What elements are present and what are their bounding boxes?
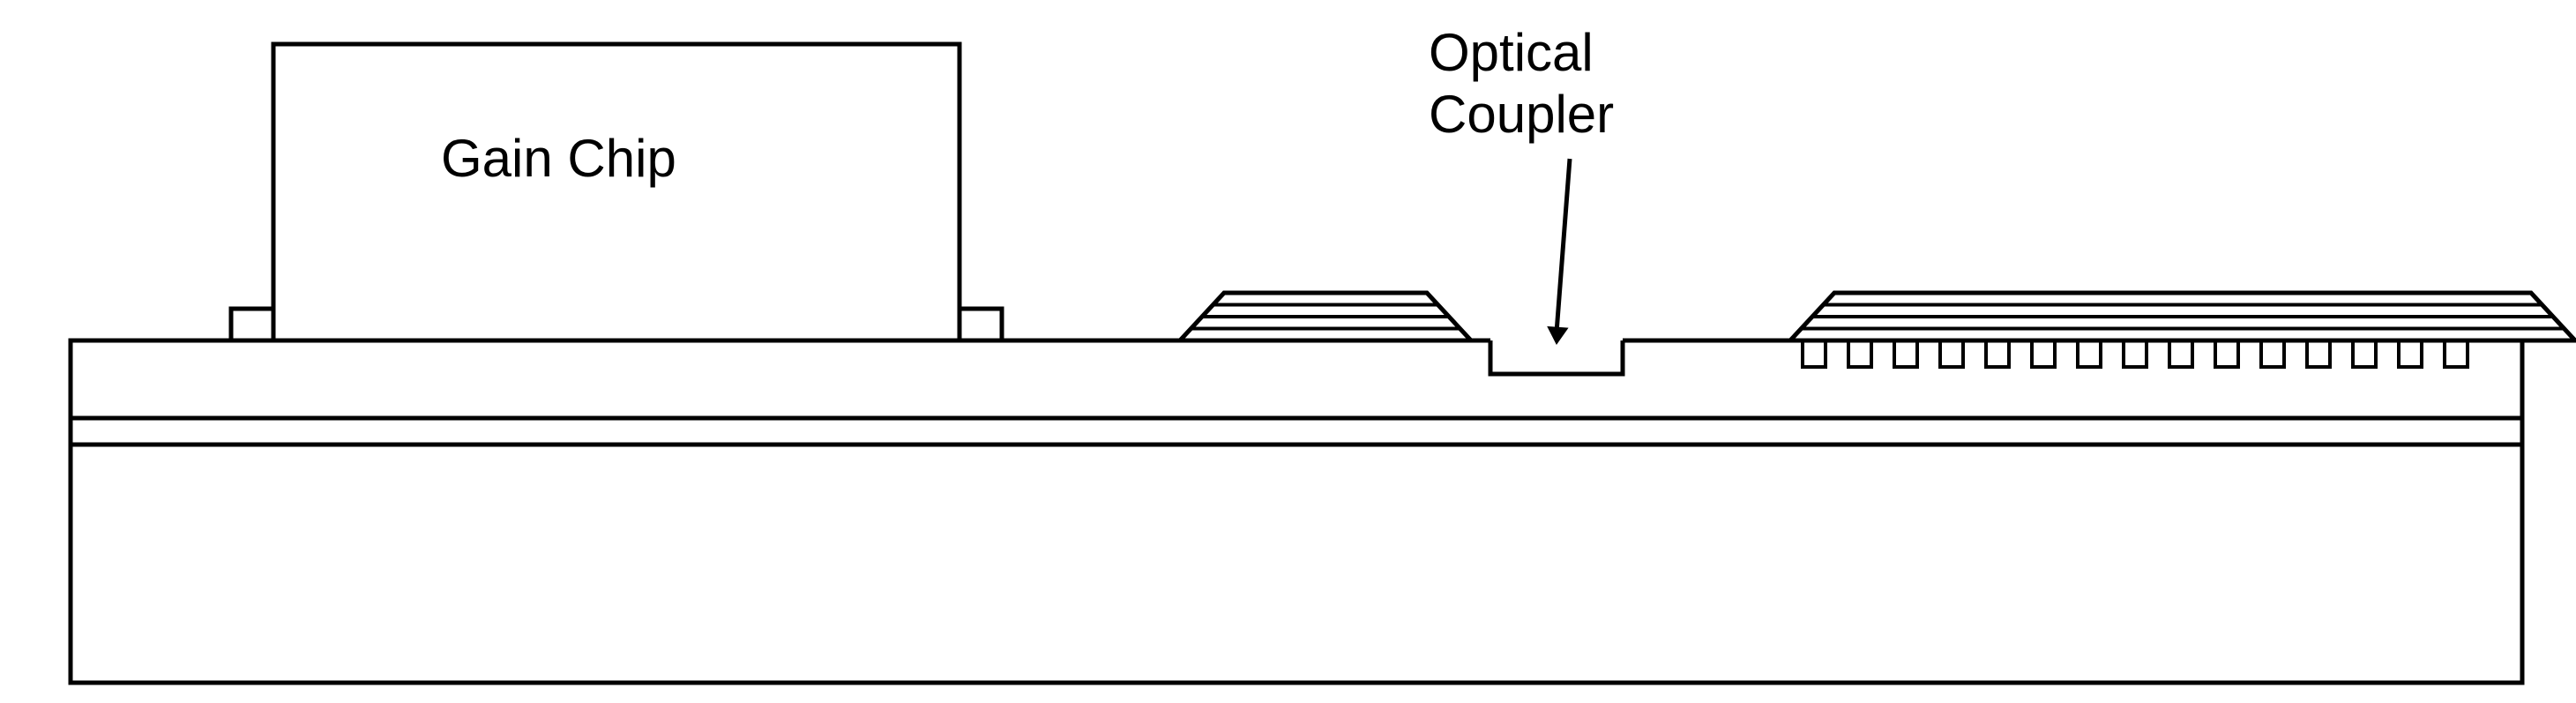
buried-layer xyxy=(71,418,2522,445)
gain-chip-mount-left xyxy=(231,309,273,340)
gain-chip-mount-right xyxy=(959,309,1002,340)
optical-coupler-label-line1: Optical xyxy=(1429,23,1594,82)
gain-chip-label: Gain Chip xyxy=(441,129,676,188)
gain-chip xyxy=(273,44,959,340)
substrate xyxy=(71,445,2522,683)
callout-arrow-shaft xyxy=(1557,159,1570,333)
diagram-svg: Gain Chip OpticalCoupler xyxy=(0,0,2576,703)
top-slab xyxy=(71,340,2522,418)
optical-coupler-label-line2: Coupler xyxy=(1429,85,1614,144)
